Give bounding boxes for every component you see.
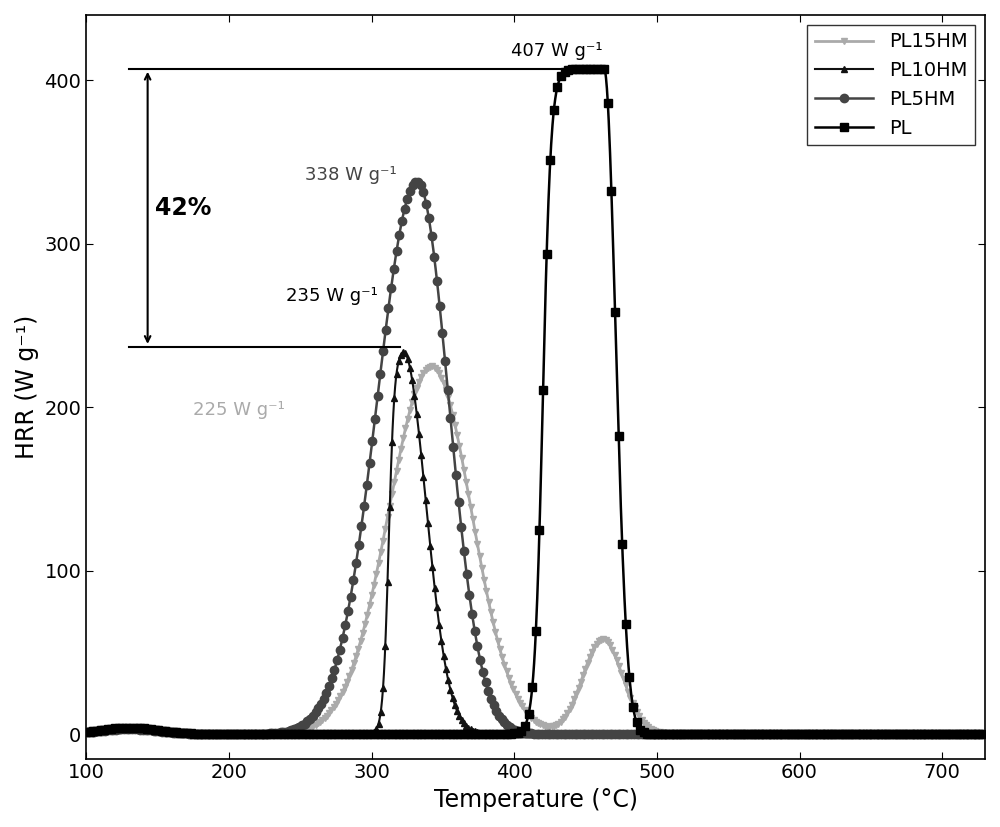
X-axis label: Temperature (°C): Temperature (°C)	[434, 788, 638, 812]
PL5HM	[80, 728, 92, 738]
PL5HM	[411, 177, 423, 187]
PL15HM	[788, 729, 800, 739]
Text: 407 W g⁻¹: 407 W g⁻¹	[511, 42, 603, 60]
PL15HM	[80, 726, 92, 736]
Text: 338 W g⁻¹: 338 W g⁻¹	[305, 166, 396, 184]
PL5HM	[126, 724, 138, 734]
Line: PL15HM: PL15HM	[83, 363, 988, 738]
PL15HM	[126, 723, 138, 733]
Line: PL: PL	[82, 65, 989, 739]
Line: PL5HM: PL5HM	[82, 178, 989, 739]
Text: 235 W g⁻¹: 235 W g⁻¹	[286, 287, 378, 305]
PL	[953, 729, 965, 739]
PL5HM	[788, 729, 800, 739]
PL10HM	[126, 724, 138, 734]
PL10HM	[518, 729, 530, 739]
PL10HM	[979, 729, 991, 739]
PL15HM	[518, 704, 530, 714]
PL10HM	[788, 729, 800, 739]
PL	[126, 723, 138, 733]
Line: PL10HM: PL10HM	[83, 349, 988, 738]
PL15HM	[953, 729, 965, 739]
PL10HM	[953, 729, 965, 739]
PL10HM	[398, 347, 410, 357]
Text: 225 W g⁻¹: 225 W g⁻¹	[193, 401, 285, 419]
PL5HM	[518, 728, 530, 738]
PL15HM	[494, 644, 506, 654]
PL5HM	[979, 729, 991, 739]
PL10HM	[494, 729, 506, 739]
PL	[953, 729, 965, 739]
PL	[979, 729, 991, 739]
Text: 42%: 42%	[155, 196, 211, 220]
Y-axis label: HRR (W g⁻¹): HRR (W g⁻¹)	[15, 314, 39, 459]
PL15HM	[953, 729, 965, 739]
PL	[598, 64, 610, 74]
PL	[80, 727, 92, 737]
PL10HM	[80, 728, 92, 738]
PL5HM	[953, 729, 965, 739]
PL15HM	[979, 729, 991, 739]
PL	[493, 729, 505, 739]
PL15HM	[426, 361, 438, 371]
PL5HM	[494, 712, 506, 722]
PL5HM	[953, 729, 965, 739]
PL	[517, 724, 529, 734]
PL10HM	[953, 729, 965, 739]
Legend: PL15HM, PL10HM, PL5HM, PL: PL15HM, PL10HM, PL5HM, PL	[807, 25, 975, 146]
PL	[788, 729, 800, 739]
